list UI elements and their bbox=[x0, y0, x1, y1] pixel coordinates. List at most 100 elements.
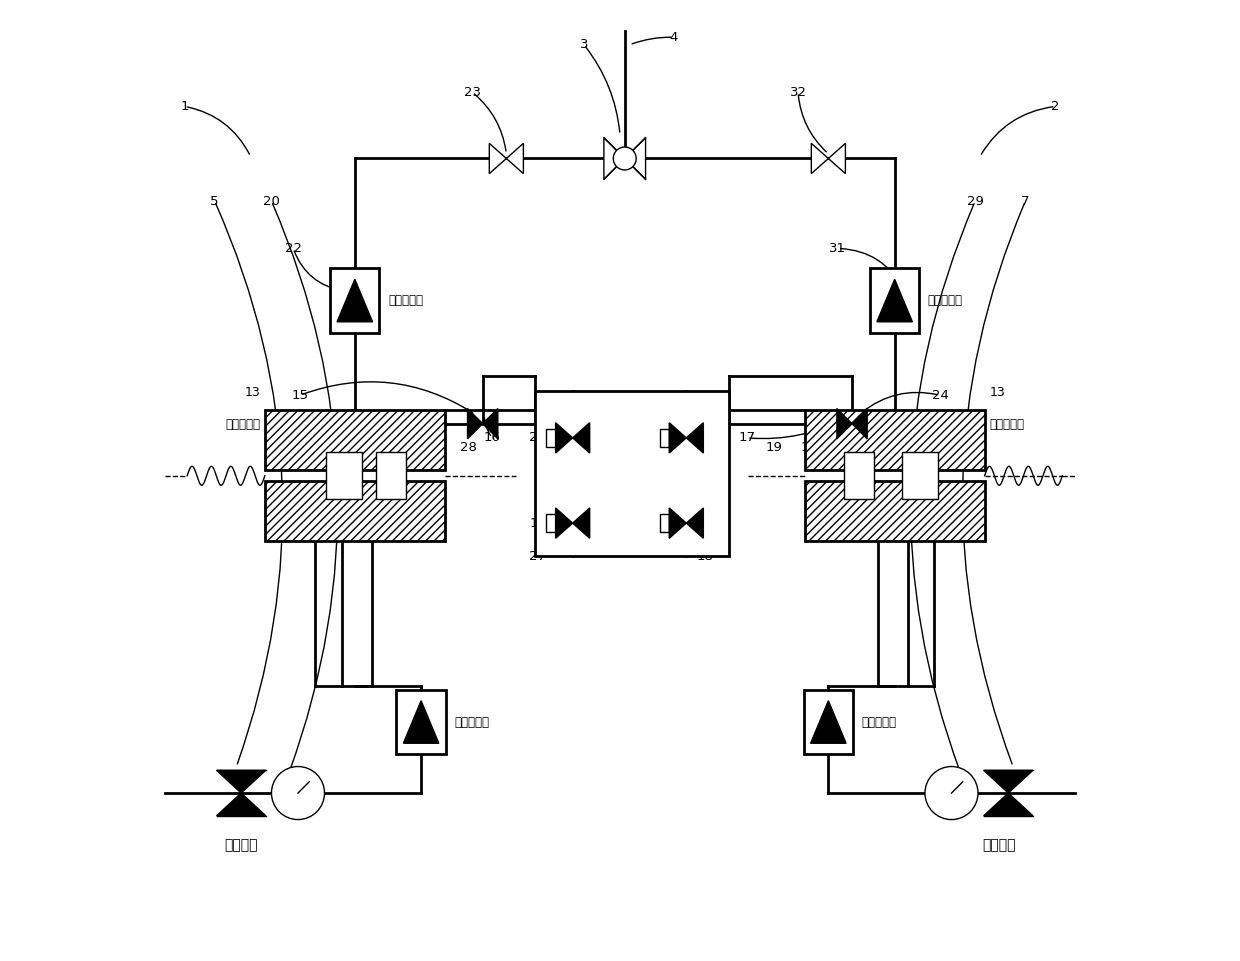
Text: 二级减压阀: 二级减压阀 bbox=[388, 294, 423, 308]
Polygon shape bbox=[625, 137, 646, 180]
Text: 23: 23 bbox=[464, 86, 481, 99]
Text: 开: 开 bbox=[594, 444, 600, 455]
Text: 11: 11 bbox=[348, 441, 366, 454]
Bar bbox=[804, 690, 853, 754]
Circle shape bbox=[925, 767, 978, 820]
Circle shape bbox=[614, 147, 636, 170]
Polygon shape bbox=[506, 143, 523, 174]
Text: 3: 3 bbox=[580, 38, 588, 51]
Bar bbox=[805, 410, 985, 470]
Polygon shape bbox=[811, 701, 846, 743]
Text: 24: 24 bbox=[931, 389, 949, 402]
Text: 5: 5 bbox=[211, 194, 219, 208]
Text: 自动切换阀: 自动切换阀 bbox=[990, 418, 1024, 431]
Text: 19: 19 bbox=[766, 441, 782, 454]
Text: 常: 常 bbox=[594, 422, 600, 431]
Text: 4: 4 bbox=[670, 31, 678, 44]
Text: 31: 31 bbox=[830, 242, 847, 255]
Text: 15: 15 bbox=[291, 389, 309, 402]
Text: 自动切换阀: 自动切换阀 bbox=[226, 418, 260, 431]
Polygon shape bbox=[686, 508, 703, 538]
Bar bbox=[534, 390, 729, 556]
Text: 一级减压阀: 一级减压阀 bbox=[454, 716, 490, 728]
Text: 2: 2 bbox=[1052, 100, 1060, 112]
Bar bbox=[326, 452, 362, 500]
Text: 8: 8 bbox=[937, 420, 946, 433]
Bar bbox=[805, 481, 985, 541]
Polygon shape bbox=[877, 280, 913, 322]
Polygon shape bbox=[467, 408, 482, 439]
Polygon shape bbox=[852, 408, 867, 439]
Text: 28: 28 bbox=[460, 441, 477, 454]
Bar bbox=[843, 452, 874, 500]
Polygon shape bbox=[604, 137, 625, 180]
Text: 6: 6 bbox=[299, 420, 308, 433]
Text: 25: 25 bbox=[697, 431, 714, 444]
Text: 常: 常 bbox=[594, 506, 600, 517]
Text: 13: 13 bbox=[244, 386, 260, 399]
Text: 20: 20 bbox=[263, 194, 280, 208]
Bar bbox=[376, 452, 405, 500]
Polygon shape bbox=[686, 423, 703, 453]
Polygon shape bbox=[573, 508, 590, 538]
Text: 14: 14 bbox=[529, 517, 546, 530]
Text: 29: 29 bbox=[967, 194, 983, 208]
Bar bbox=[330, 268, 379, 333]
Bar bbox=[265, 481, 445, 541]
Text: 9: 9 bbox=[327, 441, 336, 454]
Bar bbox=[397, 690, 445, 754]
Text: 常: 常 bbox=[707, 506, 714, 517]
Text: 左路总阀: 左路总阀 bbox=[224, 838, 258, 852]
Polygon shape bbox=[217, 793, 265, 816]
Polygon shape bbox=[482, 408, 497, 439]
Text: 二级减压阀: 二级减压阀 bbox=[928, 294, 962, 308]
Text: 14: 14 bbox=[697, 517, 714, 530]
Text: 7: 7 bbox=[1021, 194, 1029, 208]
Bar bbox=[546, 514, 556, 532]
Text: 闭: 闭 bbox=[707, 530, 714, 539]
Text: 18: 18 bbox=[697, 550, 714, 563]
Bar bbox=[265, 410, 445, 470]
Polygon shape bbox=[670, 423, 686, 453]
Text: 21: 21 bbox=[422, 739, 439, 752]
Text: 9: 9 bbox=[903, 441, 911, 454]
Polygon shape bbox=[983, 793, 1033, 816]
Text: 26: 26 bbox=[529, 431, 546, 444]
Polygon shape bbox=[837, 408, 852, 439]
Polygon shape bbox=[670, 508, 686, 538]
Text: 10: 10 bbox=[875, 441, 892, 454]
Text: 一级减压阀: 一级减压阀 bbox=[862, 716, 897, 728]
Text: 1: 1 bbox=[180, 100, 188, 112]
Polygon shape bbox=[828, 143, 846, 174]
Text: 32: 32 bbox=[790, 86, 806, 99]
Polygon shape bbox=[983, 771, 1033, 793]
Text: 17: 17 bbox=[738, 431, 755, 444]
Circle shape bbox=[272, 767, 325, 820]
Text: 27: 27 bbox=[529, 550, 546, 563]
Text: 10: 10 bbox=[303, 441, 320, 454]
Bar bbox=[660, 429, 670, 447]
Polygon shape bbox=[403, 701, 439, 743]
Bar bbox=[546, 429, 556, 447]
Polygon shape bbox=[556, 423, 573, 453]
Text: 16: 16 bbox=[484, 431, 501, 444]
Polygon shape bbox=[556, 508, 573, 538]
Polygon shape bbox=[217, 771, 265, 793]
Polygon shape bbox=[811, 143, 828, 174]
Text: 12: 12 bbox=[801, 441, 818, 454]
Polygon shape bbox=[490, 143, 506, 174]
Text: 30: 30 bbox=[839, 739, 856, 752]
Text: 右路总阀: 右路总阀 bbox=[982, 838, 1016, 852]
Bar bbox=[903, 452, 939, 500]
Text: 11: 11 bbox=[920, 441, 937, 454]
Polygon shape bbox=[337, 280, 372, 322]
Text: 12: 12 bbox=[418, 441, 434, 454]
Text: 13: 13 bbox=[990, 386, 1006, 399]
Polygon shape bbox=[573, 423, 590, 453]
Bar bbox=[660, 514, 670, 532]
Text: 开: 开 bbox=[707, 444, 714, 455]
Text: 22: 22 bbox=[285, 242, 301, 255]
Text: 闭: 闭 bbox=[594, 530, 600, 539]
Text: 常: 常 bbox=[707, 422, 714, 431]
Bar bbox=[870, 268, 919, 333]
